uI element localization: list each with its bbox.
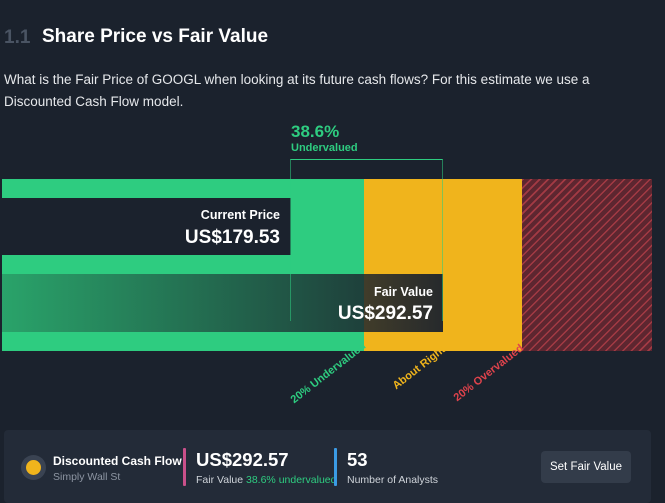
card-fair-value-percent: 38.6% undervalued: [246, 474, 337, 486]
simply-wall-st-logo-icon: [21, 455, 46, 480]
analysts-divider: [334, 448, 337, 486]
set-fair-value-button[interactable]: Set Fair Value: [541, 451, 631, 483]
overvalued-zone-label: 20% Overvalued: [451, 342, 526, 404]
current-price-value: US$179.53: [184, 227, 280, 248]
current-price-label: Current Price: [200, 208, 280, 222]
section-number: 1.1: [4, 27, 31, 48]
overvalued-zone: [522, 179, 652, 351]
card-fair-value-caption: Fair Value 38.6% undervalued: [196, 474, 337, 486]
page-title: Share Price vs Fair Value: [42, 26, 269, 47]
analysts-caption: Number of Analysts: [347, 474, 439, 486]
about-right-zone-label: About Right: [390, 343, 448, 392]
dcf-summary-card: Discounted Cash Flow Simply Wall St US$2…: [4, 430, 651, 503]
discount-bracket: [290, 159, 443, 321]
fair-value-divider: [183, 448, 186, 486]
analysts-count: 53: [347, 449, 368, 470]
current-price-bar: [2, 198, 291, 255]
valuation-status: Undervalued: [291, 142, 358, 154]
section-description: What is the Fair Price of GOOGL when loo…: [4, 72, 590, 109]
model-source: Simply Wall St: [53, 471, 121, 483]
fair-value-value: US$292.57: [337, 303, 433, 324]
card-fair-value: US$292.57: [196, 449, 289, 470]
model-title: Discounted Cash Flow: [53, 454, 182, 468]
fair-value-label: Fair Value: [373, 285, 433, 299]
fair-value-bar: [2, 274, 443, 332]
discount-percent: 38.6%: [291, 122, 340, 141]
